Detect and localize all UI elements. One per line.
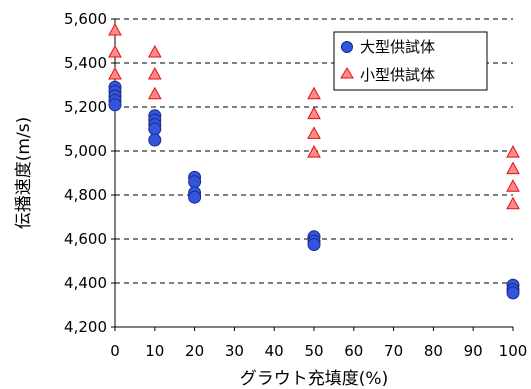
x-tick-label: 60 xyxy=(344,342,363,360)
large-specimen-point xyxy=(188,175,202,189)
x-axis-title: グラウト充填度(%) xyxy=(240,369,388,389)
legend-label-small-specimen: 小型供試体 xyxy=(360,66,435,84)
large-specimen-point xyxy=(188,190,202,204)
y-tick-label: 4,400 xyxy=(64,274,107,292)
x-tick-label: 100 xyxy=(499,342,528,360)
small-specimen-point xyxy=(506,179,520,192)
x-tick-label: 0 xyxy=(110,342,120,360)
small-specimen-point xyxy=(147,66,162,80)
data-points xyxy=(108,22,520,300)
y-tick-label: 5,600 xyxy=(64,10,107,28)
small-specimen-point xyxy=(108,44,122,58)
legend-marker-large-specimen xyxy=(341,41,353,53)
legend-box xyxy=(333,31,488,91)
x-tick-label: 80 xyxy=(424,342,443,360)
y-tick-label: 4,800 xyxy=(64,186,107,204)
small-specimen-point xyxy=(307,86,321,100)
x-tick-label: 20 xyxy=(185,342,204,360)
y-tick-label: 4,200 xyxy=(64,318,107,336)
legend-marker-small-specimen xyxy=(340,67,354,79)
x-tick-label: 30 xyxy=(225,342,244,360)
small-specimen-point xyxy=(307,145,321,158)
x-tick-labels: 0 10 20 30 40 50 60 70 80 90 100 xyxy=(110,327,527,360)
y-tick-label: 5,400 xyxy=(64,54,107,72)
x-tick-label: 40 xyxy=(265,342,284,360)
x-tick-label: 10 xyxy=(145,342,164,360)
large-specimen-point xyxy=(148,133,162,147)
y-tick-label: 5,000 xyxy=(64,142,107,160)
small-specimen-point xyxy=(147,86,162,100)
y-tick-label: 4,600 xyxy=(64,230,107,248)
small-specimen-point xyxy=(307,106,321,120)
small-specimen-point xyxy=(506,161,520,175)
y-axis-title: 伝播速度(m/s) xyxy=(14,117,34,229)
small-specimen-point xyxy=(307,126,321,139)
small-specimen-point xyxy=(147,44,162,58)
small-specimen-point xyxy=(506,196,520,210)
large-specimen-point xyxy=(506,286,520,300)
y-tick-label: 5,200 xyxy=(64,98,107,116)
y-tick-labels: 4,200 4,400 4,600 4,800 5,000 5,200 5,400 5,600 xyxy=(64,10,115,336)
small-specimen-point xyxy=(108,66,122,80)
legend: 大型供試体 小型供試体 xyxy=(333,31,488,91)
large-specimen-point xyxy=(108,98,122,112)
small-specimen-point xyxy=(108,22,122,36)
x-tick-label: 90 xyxy=(464,342,483,360)
x-tick-label: 50 xyxy=(304,342,323,360)
large-specimen-point xyxy=(148,122,162,136)
large-specimen-point xyxy=(307,238,321,251)
legend-label-large-specimen: 大型供試体 xyxy=(360,38,435,56)
small-specimen-point xyxy=(506,145,520,158)
x-tick-label: 70 xyxy=(384,342,403,360)
